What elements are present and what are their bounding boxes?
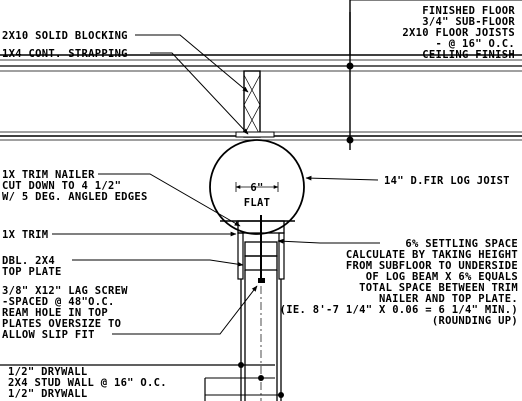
lag-screw-callout: 3/8" X12" LAG SCREW -SPACED @ 48"O.C. RE… [2, 285, 258, 341]
leader-dot [346, 62, 354, 70]
floor-label-line: 2X10 FLOOR JOISTS [402, 27, 515, 39]
trim-label: 1X TRIM [2, 229, 48, 241]
settling-label: 6% SETTLING SPACE [405, 238, 518, 250]
lag-screw-label: PLATES OVERSIZE TO [2, 318, 121, 330]
leader-dot [258, 375, 264, 381]
settling-label: TOTAL SPACE BETWEEN TRIM [359, 282, 518, 294]
settling-label: OF LOG BEAM X 6% EQUALS [366, 271, 518, 283]
top-plate-label: TOP PLATE [2, 266, 62, 278]
trim-left [237, 232, 244, 280]
settling-label: (IE. 8'-7 1/4" X 0.06 = 6 1/4" MIN.) [280, 304, 518, 316]
floor-label-line: FINISHED FLOOR [422, 5, 515, 17]
settling-callout: 6% SETTLING SPACE CALCULATE BY TAKING HE… [277, 238, 518, 327]
wall-label: 1/2" DRYWALL [8, 388, 87, 400]
trim-nailer-label: CUT DOWN TO 4 1/2" [2, 180, 121, 192]
floor-label-line: CEILING FINISH [422, 49, 515, 61]
solid-blocking [243, 70, 261, 138]
lag-screw-head [258, 278, 265, 283]
log-joist-callout: 14" D.FIR LOG JOIST [305, 175, 510, 187]
trim-right [278, 232, 285, 280]
wall-assembly [237, 215, 285, 401]
lag-screw-label: REAM HOLE IN TOP [2, 307, 108, 319]
log-joist-label: 14" D.FIR LOG JOIST [384, 175, 510, 187]
trim-nailer-callout: 1X TRIM NAILER CUT DOWN TO 4 1/2" W/ 5 D… [2, 169, 241, 227]
lag-screw-label: ALLOW SLIP FIT [2, 329, 95, 341]
settling-label: (ROUNDING UP) [432, 315, 518, 327]
solid-blocking-callout: 2X10 SOLID BLOCKING [2, 30, 249, 93]
strapping [235, 131, 275, 138]
lag-screw-label: 3/8" X12" LAG SCREW [2, 285, 128, 297]
top-plate-label: DBL. 2X4 [2, 255, 55, 267]
wall-label: 1/2" DRYWALL [8, 366, 87, 378]
floor-label-line: - @ 16" O.C. [436, 38, 515, 50]
flat-dimension-text: 6" [250, 182, 263, 194]
strapping-label: 1X4 CONT. STRAPPING [2, 48, 128, 60]
top-plate-callout: DBL. 2X4 TOP PLATE [2, 255, 244, 278]
strapping-callout: 1X4 CONT. STRAPPING [2, 48, 249, 135]
trim-nailer-label: W/ 5 DEG. ANGLED EDGES [2, 191, 148, 203]
trim-nailer-label: 1X TRIM NAILER [2, 169, 95, 181]
floor-label-box: FINISHED FLOOR 3/4" SUB-FLOOR 2X10 FLOOR… [346, 0, 522, 150]
solid-blocking-label: 2X10 SOLID BLOCKING [2, 30, 128, 42]
settling-label: CALCULATE BY TAKING HEIGHT [346, 249, 518, 261]
settling-label: NAILER AND TOP PLATE. [379, 293, 518, 305]
log-joist: 6" FLAT [209, 139, 305, 235]
settling-label: FROM SUBFLOOR TO UNDERSIDE [346, 260, 518, 272]
lag-screw-label: -SPACED @ 48"O.C. [2, 296, 115, 308]
floor-label-line: 3/4" SUB-FLOOR [422, 16, 515, 28]
trim-callout: 1X TRIM [2, 229, 237, 241]
floor-assembly [0, 54, 522, 141]
wall-callout: 1/2" DRYWALL 2X4 STUD WALL @ 16" O.C. 1/… [0, 362, 284, 401]
leader-dot [346, 136, 354, 144]
leader-dot [238, 362, 244, 368]
flat-text: FLAT [244, 197, 271, 209]
wall-label: 2X4 STUD WALL @ 16" O.C. [8, 377, 167, 389]
